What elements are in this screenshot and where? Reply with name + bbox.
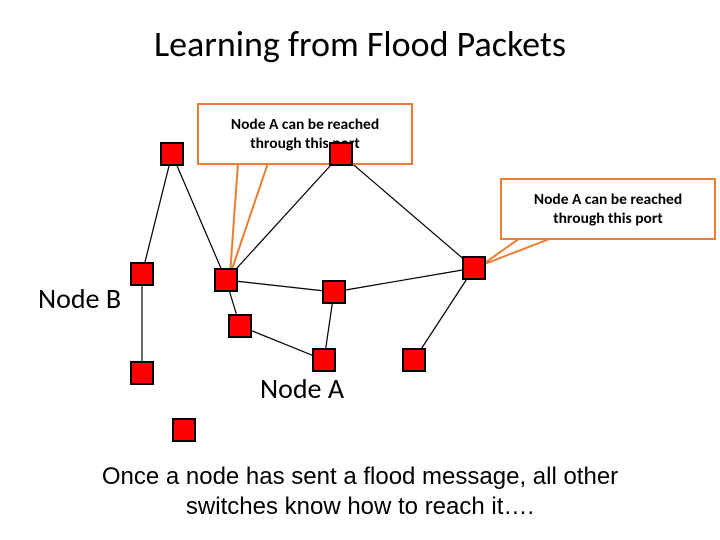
callout-pointer	[230, 163, 268, 275]
slide-footer: Once a node has sent a flood message, al…	[0, 462, 720, 522]
footer-line-1: Once a node has sent a flood message, al…	[0, 462, 720, 492]
edge	[414, 268, 474, 360]
callout-text: Node A can be reached through this port	[209, 115, 401, 153]
label-node-b: Node B	[38, 281, 121, 316]
edge	[226, 280, 334, 292]
footer-line-2: switches know how to reach it….	[0, 492, 720, 522]
edge	[142, 154, 172, 274]
graph-node	[172, 418, 196, 442]
callout-text: Node A can be reached through this port	[512, 190, 704, 228]
graph-node	[160, 142, 184, 166]
edge	[341, 154, 474, 268]
graph-node	[312, 348, 336, 372]
edge	[334, 268, 474, 292]
label-node-a: Node A	[260, 371, 344, 406]
edges-layer	[0, 0, 720, 540]
graph-node	[322, 280, 346, 304]
graph-node	[214, 268, 238, 292]
diagram-stage: Learning from Flood Packets Node A can b…	[0, 0, 720, 540]
slide-title: Learning from Flood Packets	[0, 22, 720, 66]
edge	[172, 154, 226, 280]
graph-node	[130, 361, 154, 385]
graph-node	[329, 142, 353, 166]
callout-pointer	[482, 238, 552, 265]
callout-box: Node A can be reached through this port	[500, 178, 716, 240]
edge	[226, 154, 341, 280]
graph-node	[402, 348, 426, 372]
graph-node	[462, 256, 486, 280]
graph-node	[130, 262, 154, 286]
callout-box: Node A can be reached through this port	[197, 103, 413, 165]
graph-node	[228, 314, 252, 338]
